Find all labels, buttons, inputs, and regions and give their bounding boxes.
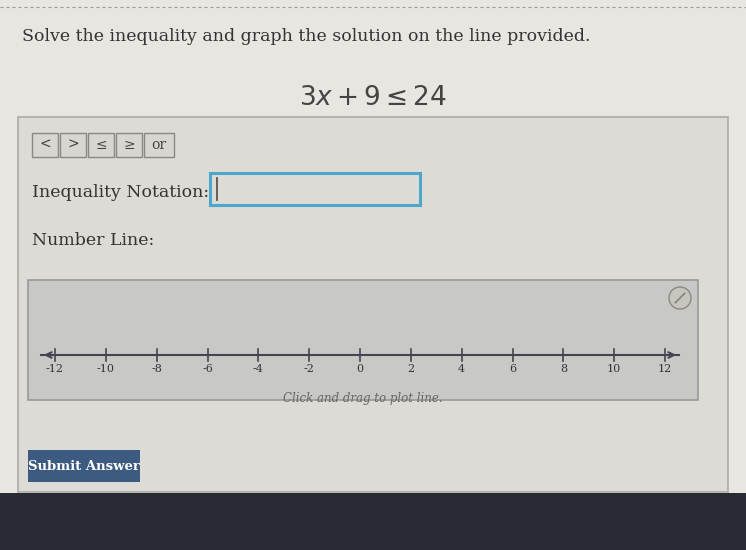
Text: -6: -6 <box>202 364 213 374</box>
Text: 0: 0 <box>357 364 363 374</box>
Text: ≥: ≥ <box>123 138 135 152</box>
Text: 4: 4 <box>458 364 466 374</box>
Text: ≤: ≤ <box>95 138 107 152</box>
Text: 10: 10 <box>607 364 621 374</box>
Text: Number Line:: Number Line: <box>32 232 154 249</box>
Text: Click and drag to plot line.: Click and drag to plot line. <box>283 392 443 405</box>
Text: -12: -12 <box>46 364 64 374</box>
Text: $3x + 9 \leq 24$: $3x + 9 \leq 24$ <box>299 85 447 110</box>
Circle shape <box>669 287 691 309</box>
FancyBboxPatch shape <box>116 133 142 157</box>
FancyBboxPatch shape <box>60 133 86 157</box>
Text: or: or <box>151 138 166 152</box>
Text: -4: -4 <box>253 364 264 374</box>
FancyBboxPatch shape <box>18 117 728 492</box>
Text: 6: 6 <box>509 364 516 374</box>
Text: Solve the inequality and graph the solution on the line provided.: Solve the inequality and graph the solut… <box>22 28 591 45</box>
FancyBboxPatch shape <box>144 133 174 157</box>
FancyBboxPatch shape <box>88 133 114 157</box>
Text: 2: 2 <box>407 364 414 374</box>
Text: -8: -8 <box>151 364 162 374</box>
Text: 12: 12 <box>658 364 672 374</box>
Text: Inequality Notation:: Inequality Notation: <box>32 184 209 201</box>
Text: 8: 8 <box>560 364 567 374</box>
FancyBboxPatch shape <box>28 280 698 400</box>
FancyBboxPatch shape <box>32 133 58 157</box>
FancyBboxPatch shape <box>0 493 746 550</box>
Text: -10: -10 <box>97 364 115 374</box>
Text: <: < <box>40 138 51 152</box>
Text: Submit Answer: Submit Answer <box>28 459 140 472</box>
Text: >: > <box>67 138 79 152</box>
FancyBboxPatch shape <box>210 173 420 205</box>
Text: -2: -2 <box>304 364 315 374</box>
FancyBboxPatch shape <box>28 450 140 482</box>
